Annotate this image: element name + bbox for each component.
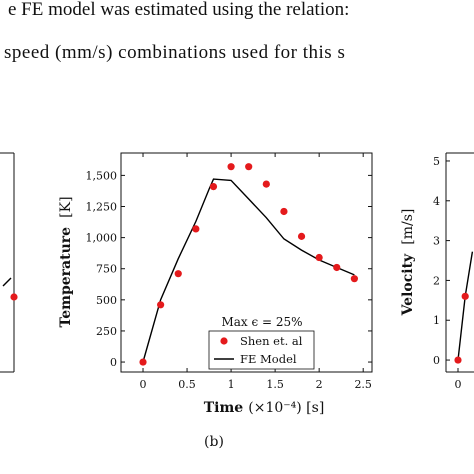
y-axis-label-name: Temperature [58, 227, 74, 328]
x-tick-label: 2 [316, 378, 323, 391]
legend-label-fe: FE Model [240, 352, 297, 366]
right-y-tick-label: 5 [433, 155, 440, 168]
right-data-point [461, 292, 469, 300]
right-y-axis-label: Velocity [m/s] [397, 209, 416, 317]
body-text-line-1: e FE model was estimated using the relat… [8, 0, 350, 20]
plot-frame [120, 152, 373, 373]
right-y-tick-label: 1 [433, 314, 440, 327]
data-point-shen [297, 232, 306, 240]
velocity-plot: 0 1 2 3 4 5 0 Velocity [m/s] [397, 152, 474, 391]
right-y-axis-label-name: Velocity [400, 253, 416, 316]
data-point-shen [174, 270, 182, 278]
data-point-shen [245, 163, 253, 171]
y-axis-label: Temperature [K] [55, 196, 74, 327]
right-y-tick-label: 4 [433, 195, 440, 208]
left-plot [0, 152, 18, 373]
y-tick-label: 500 [96, 294, 117, 307]
right-data-point [454, 356, 462, 364]
y-ticks: 0 250 500 750 1,000 1,250 1,500 [86, 169, 372, 369]
annotation-max-strain: Max ϵ = 25% [221, 315, 302, 329]
x-axis-label-name: Time [204, 400, 244, 416]
y-tick-label: 1,500 [86, 169, 118, 182]
data-point-shen [209, 182, 218, 191]
y-axis-label-unit: [K] [58, 196, 74, 217]
figure-caption-b: (b) [204, 434, 224, 450]
data-point-shen [192, 225, 200, 233]
y-tick-label: 1,250 [86, 201, 118, 214]
right-series-line [457, 251, 474, 361]
body-text-line-2: speed (mm/s) combinations used for this … [4, 42, 346, 63]
temperature-plot: 0 250 500 750 1,000 1,250 1,500 0 0.5 1 1.5 2 2.5 M… [55, 152, 373, 450]
data-point-shen [157, 301, 165, 309]
x-tick-label: 0 [140, 378, 147, 391]
data-point-shen [227, 163, 235, 171]
series-markers-shen [139, 163, 358, 366]
y-tick-label: 250 [96, 325, 117, 338]
x-axis-label: Time (×10⁻⁴) [s] [204, 397, 325, 416]
data-point-shen [280, 207, 288, 216]
right-series-markers [454, 292, 469, 364]
left-plot-line-fragment [2, 277, 12, 287]
legend-box [208, 330, 315, 370]
legend-marker-shen [220, 337, 228, 345]
right-y-tick-label: 2 [433, 274, 440, 287]
data-point-shen [315, 253, 323, 262]
legend-label-shen: Shen et. al [240, 334, 303, 348]
x-tick-label: 1.5 [266, 378, 284, 391]
left-plot-point [10, 293, 18, 301]
data-point-shen [139, 358, 147, 366]
x-tick-label: 2.5 [354, 378, 372, 391]
x-tick-label: 0.5 [178, 378, 196, 391]
right-y-axis-label-unit: [m/s] [400, 209, 416, 245]
data-point-shen [262, 180, 270, 188]
x-tick-label: 1 [228, 378, 235, 391]
right-y-tick-label: 0 [433, 354, 440, 367]
y-tick-label: 0 [110, 356, 117, 369]
y-tick-label: 750 [96, 263, 117, 276]
right-y-tick-label: 3 [433, 235, 440, 248]
x-axis-label-unit: (×10⁻⁴) [s] [248, 400, 324, 416]
right-x-tick-label: 0 [455, 378, 462, 391]
legend: Shen et. al FE Model [208, 330, 315, 370]
y-tick-label: 1,000 [86, 232, 118, 245]
right-y-ticks: 0 1 2 3 4 5 [433, 155, 450, 367]
data-point-shen [333, 263, 341, 272]
data-point-shen [350, 275, 358, 283]
